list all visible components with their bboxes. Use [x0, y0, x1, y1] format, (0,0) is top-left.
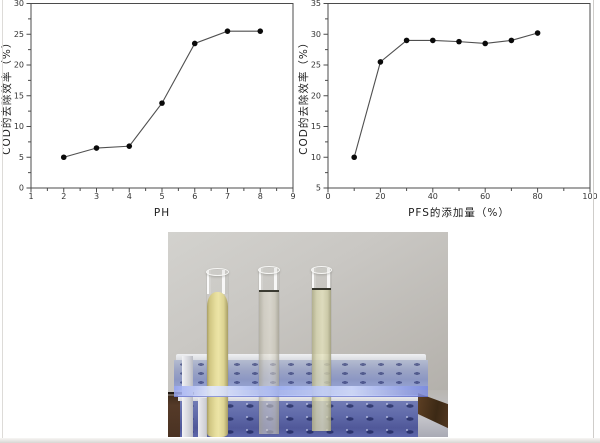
data-point — [430, 37, 436, 44]
test-tube-photo — [168, 232, 448, 437]
chart-cod-vs-ph: 1 2 3 4 5 6 7 8 9 0 5 10 15 20 25 30 PH COD的去除效率（%） — [0, 0, 300, 230]
y-tick-label: 25 — [311, 61, 321, 70]
data-point — [351, 154, 357, 161]
y-tick-label: 25 — [14, 30, 24, 39]
x-tick-label: 3 — [94, 192, 99, 201]
y-tick-label: 20 — [311, 91, 321, 100]
test-tube-2 — [258, 266, 280, 434]
data-point — [508, 37, 515, 44]
y-tick-label: 5 — [19, 153, 24, 162]
y-tick-label: 10 — [311, 153, 321, 162]
x-axis-label: PFS的添加量（%） — [408, 206, 510, 219]
x-tick-label: 100 — [582, 192, 597, 201]
data-point — [224, 28, 231, 34]
y-tick-label: 20 — [14, 61, 24, 70]
tube-2-rim — [258, 266, 280, 274]
plot-frame — [30, 3, 294, 189]
rack-front-edge — [174, 386, 428, 397]
data-point — [534, 30, 541, 36]
x-axis-label: PH — [154, 207, 170, 219]
y-tick-label: 15 — [14, 91, 24, 100]
tube-3-rim — [311, 266, 332, 274]
y-tick-label: 10 — [14, 122, 24, 131]
x-tick-label: 40 — [428, 192, 438, 201]
axis-ticks — [323, 3, 591, 193]
data-point — [191, 40, 198, 47]
test-tube-1 — [206, 268, 229, 437]
plot-frame — [327, 3, 591, 189]
data-point — [377, 59, 384, 65]
data-point — [159, 100, 165, 106]
series-line — [63, 30, 261, 158]
tube-3-liquid — [312, 288, 331, 431]
data-point — [93, 145, 100, 151]
x-tick-label: 1 — [28, 192, 33, 201]
tube-1-rim — [206, 268, 229, 276]
test-tube-3 — [311, 266, 332, 431]
rack-front-leg — [198, 398, 207, 437]
x-tick-label: 8 — [258, 192, 263, 201]
x-tick-label: 20 — [375, 192, 385, 201]
rack-mid-rail — [178, 395, 424, 401]
data-point — [257, 28, 264, 34]
rack-back-rail — [176, 354, 426, 364]
tube-1-glass — [207, 270, 228, 294]
x-tick-label: 80 — [533, 192, 543, 201]
y-axis-label: COD的去除效率（%） — [0, 37, 13, 155]
axis-ticks — [26, 3, 294, 193]
x-tick-label: 4 — [127, 192, 132, 201]
y-tick-label: 30 — [311, 30, 321, 39]
data-point — [60, 154, 67, 161]
data-point — [482, 40, 488, 47]
y-tick-label: 35 — [311, 0, 321, 8]
tube-1-liquid — [207, 292, 228, 437]
data-point — [126, 143, 133, 149]
data-point — [456, 38, 462, 45]
x-tick-label: 9 — [290, 192, 295, 201]
x-tick-label: 0 — [325, 192, 330, 201]
bottom-border-strip — [0, 438, 600, 443]
x-tick-label: 6 — [192, 192, 197, 201]
x-tick-label: 5 — [159, 192, 164, 201]
y-tick-label: 5 — [316, 184, 321, 193]
x-tick-label: 7 — [225, 192, 230, 201]
series-line — [353, 32, 538, 158]
data-point — [403, 37, 410, 44]
y-axis-label: COD的去除效率（%） — [297, 37, 310, 155]
tube-2-liquid — [259, 290, 279, 434]
chart-cod-vs-ph-svg: 1 2 3 4 5 6 7 8 9 0 5 10 15 20 25 30 PH COD的去除效率（%） — [0, 0, 296, 219]
y-tick-label: 0 — [19, 184, 24, 193]
x-tick-label: 2 — [61, 192, 66, 201]
chart-cod-vs-pfs: 0 20 40 60 80 100 5 10 15 20 25 30 35 PFS的添加量（%） COD的去… — [297, 0, 600, 230]
y-tick-label: 30 — [14, 0, 24, 8]
y-tick-label: 15 — [311, 122, 321, 131]
x-tick-label: 60 — [480, 192, 490, 201]
chart-cod-vs-pfs-svg: 0 20 40 60 80 100 5 10 15 20 25 30 35 PFS的添加量（%） COD的去… — [297, 0, 598, 219]
